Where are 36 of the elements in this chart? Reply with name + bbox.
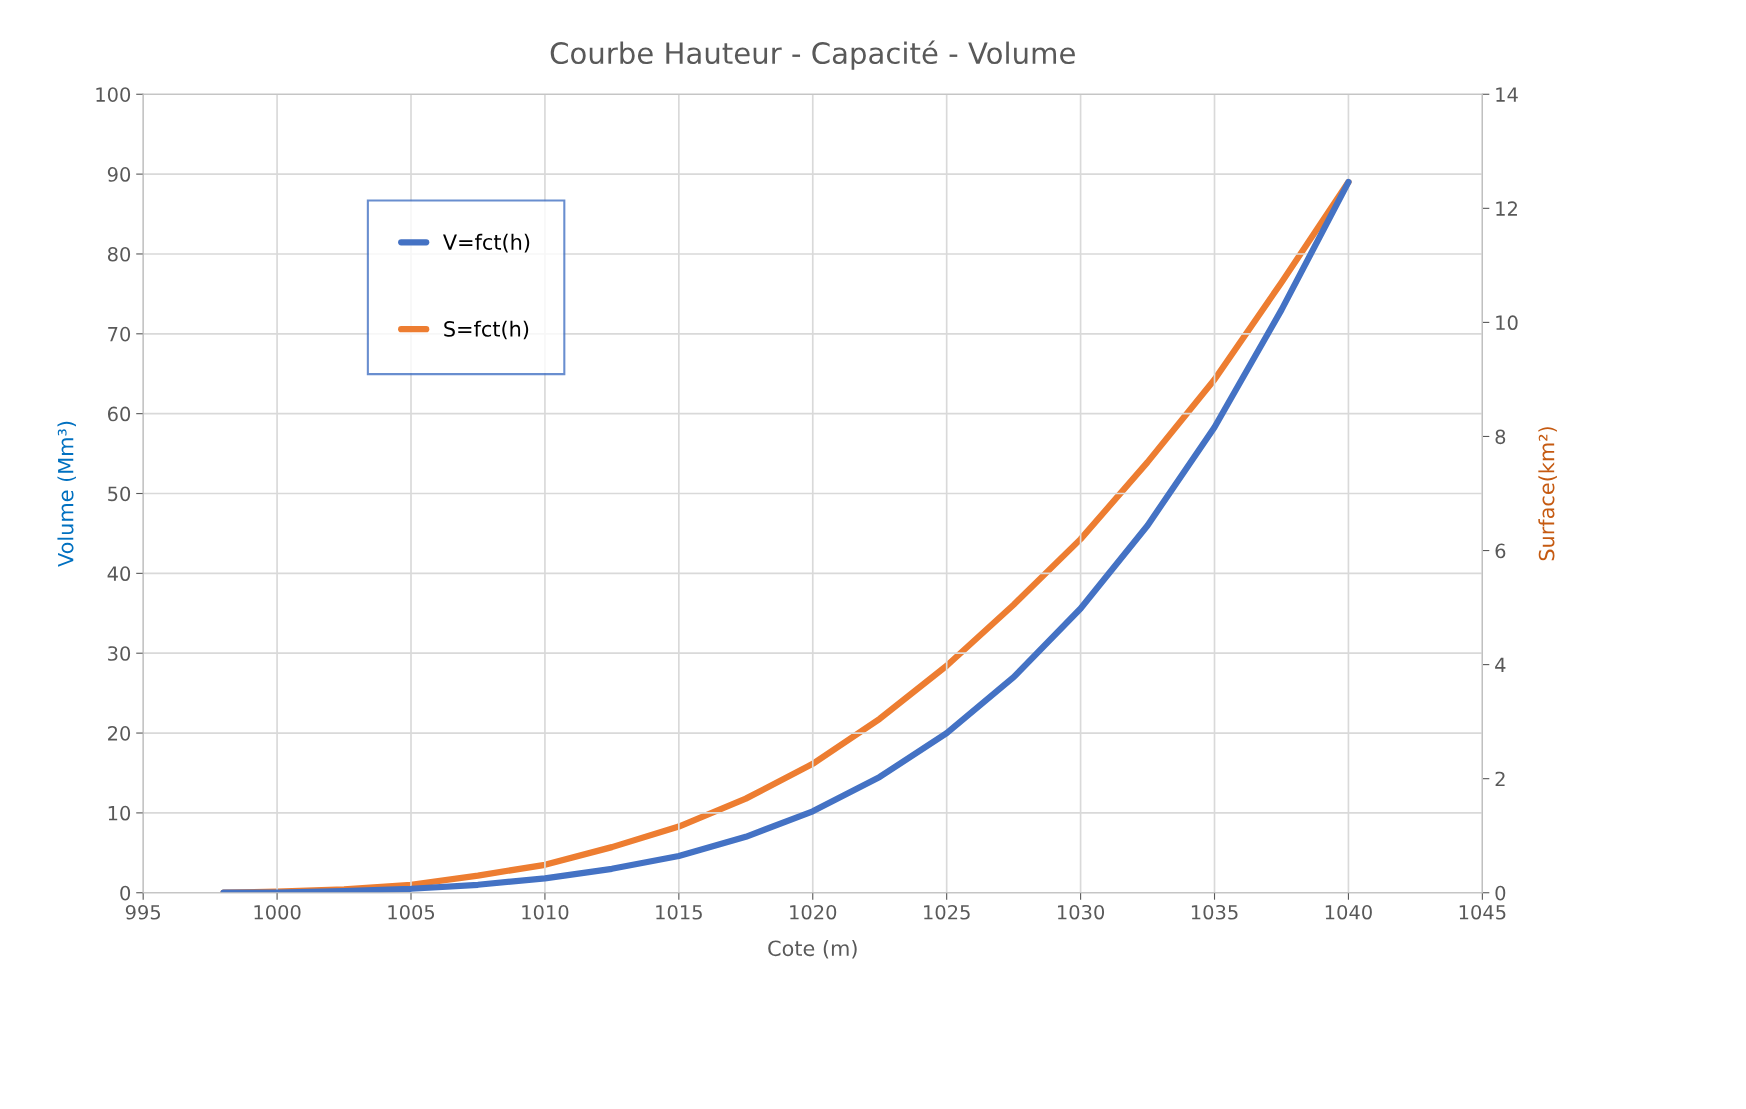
chart-title: Courbe Hauteur - Capacité - Volume [550, 40, 1075, 70]
x-tick-label: 1040 [1325, 904, 1372, 920]
y-tick-label: 20 [108, 726, 131, 741]
x-tick-label: 995 [125, 904, 161, 920]
y2-tick-label: 10 [1496, 315, 1518, 331]
y-tick-label: 70 [108, 326, 131, 342]
y-tick-label: 50 [108, 486, 131, 502]
y2-tick-label: 4 [1495, 657, 1506, 672]
y2-tick-label: 6 [1495, 543, 1506, 559]
x-tick-label: 1000 [254, 904, 301, 920]
x-tick-label: 1025 [924, 904, 970, 920]
y-tick-label: 0 [120, 885, 131, 901]
y2-tick-label: 0 [1495, 885, 1506, 901]
x-tick-label: 1020 [790, 904, 837, 920]
y2-axis-title: Surface(km²) [1538, 427, 1557, 561]
y-tick-label: 40 [107, 566, 131, 582]
y-tick-label: 10 [108, 805, 131, 821]
y-tick-label: 80 [107, 246, 131, 262]
y-tick-label: 90 [107, 167, 131, 182]
x-tick-label: 1035 [1191, 904, 1238, 920]
y2-tick-label: 8 [1495, 429, 1506, 445]
y-tick-label: 60 [107, 406, 131, 422]
x-axis-title: Cote (m) [768, 940, 857, 959]
legend-label: V=fct(h) [443, 233, 530, 253]
x-tick-label: 1010 [522, 904, 569, 920]
y-axis-title: Volume (Mm³) [57, 421, 76, 567]
x-tick-label: 1045 [1459, 904, 1506, 920]
y2-tick-label: 14 [1496, 87, 1518, 102]
y-tick-label: 100 [96, 87, 131, 102]
x-tick-label: 1005 [388, 904, 435, 920]
y-tick-label: 30 [108, 646, 131, 661]
x-tick-label: 1030 [1057, 904, 1105, 920]
legend-label: S=fct(h) [444, 320, 529, 340]
x-tick-label: 1015 [656, 904, 702, 920]
y2-tick-label: 2 [1495, 771, 1505, 787]
y2-tick-label: 12 [1496, 201, 1517, 216]
